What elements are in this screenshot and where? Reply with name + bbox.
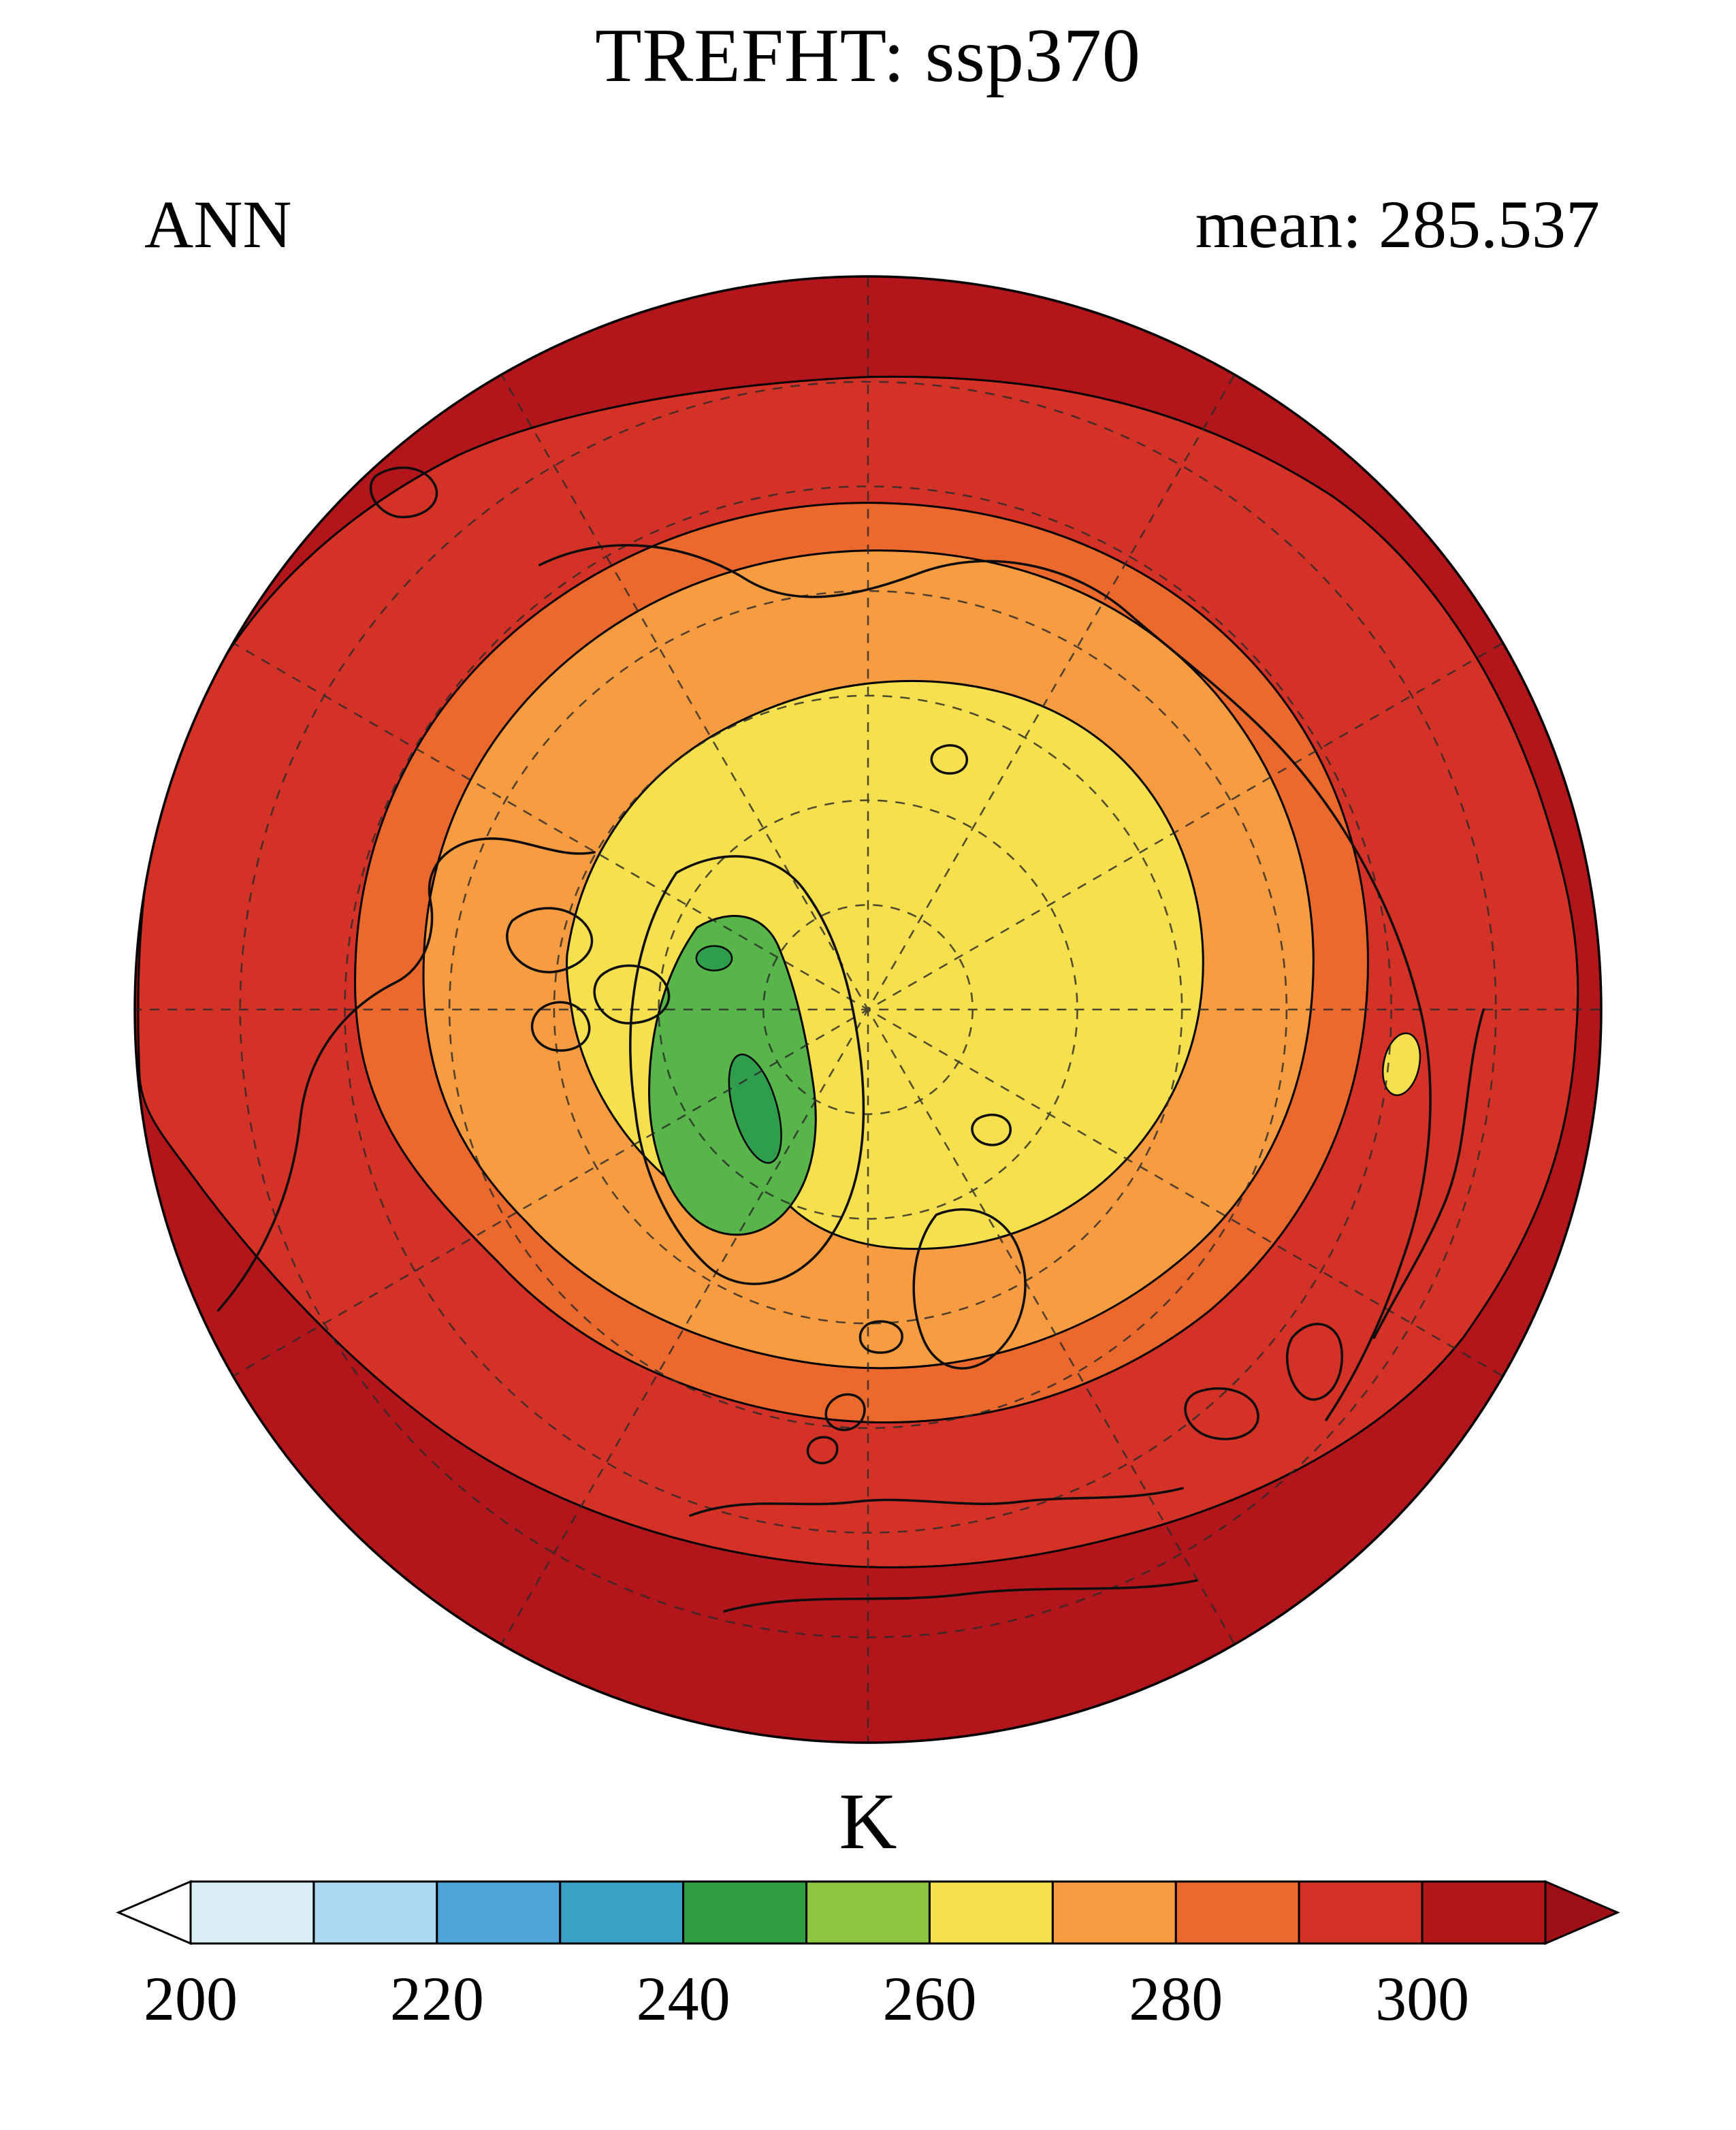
coastline-caspian-sea xyxy=(1285,1323,1344,1401)
latitude-circle-40n xyxy=(344,485,1392,1534)
polar-map-figure xyxy=(129,271,1607,1748)
colorbar-cell xyxy=(1174,1880,1300,1945)
coastline-british-isles xyxy=(806,1436,839,1465)
coastline-east-asia xyxy=(1372,1008,1485,1339)
colorbar-under-arrow xyxy=(116,1880,192,1946)
coastlines xyxy=(216,466,1485,1613)
colorbar-over-arrow xyxy=(1544,1880,1620,1946)
coastline-north-america xyxy=(216,837,596,1312)
polar-map xyxy=(133,275,1603,1744)
coastline-eurasia-arctic xyxy=(539,544,1432,1421)
colorbar-cell xyxy=(312,1880,438,1945)
colorbar-cell xyxy=(805,1880,931,1945)
colorbar-cell xyxy=(559,1880,685,1945)
graticule xyxy=(136,278,1600,1741)
colorbar-cell xyxy=(682,1880,808,1945)
colorbar-cell xyxy=(189,1880,315,1945)
colorbar-tick-label: 280 xyxy=(1129,1964,1223,2033)
coastline-north-africa xyxy=(723,1579,1197,1613)
colorbar-tick-label: 200 xyxy=(144,1964,238,2033)
coastline-canadian-archipelago xyxy=(506,907,594,973)
coastline-iceland xyxy=(858,1320,903,1354)
colorbar-tick-label: 220 xyxy=(390,1964,484,2033)
mean-value-label: mean: 285.537 xyxy=(1195,187,1600,262)
colorbar-tick-label: 240 xyxy=(637,1964,730,2033)
coastline-canadian-archipelago xyxy=(530,1001,591,1052)
coastline-black-sea xyxy=(1184,1387,1259,1440)
colorbar-cell xyxy=(928,1880,1054,1945)
colorbar-tick-label: 260 xyxy=(882,1964,976,2033)
coastline-chukotka xyxy=(369,466,438,519)
colorbar-svg: 200 220 240 260 280 300 xyxy=(116,1880,1620,2033)
colorbar-cell xyxy=(1421,1880,1547,1945)
latitude-circle-50n xyxy=(448,590,1288,1430)
subheader-row: ANN mean: 285.537 xyxy=(0,185,1736,267)
page-title: TREFHT: ssp370 xyxy=(595,14,1141,98)
coastline-siberian-islands xyxy=(930,744,969,775)
season-label: ANN xyxy=(144,187,292,262)
cold-spot-central-asia xyxy=(1382,1032,1421,1097)
coastline-greenland xyxy=(629,855,865,1285)
coastline-svalbard xyxy=(971,1113,1012,1146)
colorbar-cell xyxy=(1298,1880,1424,1945)
colorbar-tick-label: 300 xyxy=(1375,1964,1469,2033)
map-boundary xyxy=(133,275,1603,1744)
colorbar-cell xyxy=(436,1880,562,1945)
colorbar-cell xyxy=(1051,1880,1177,1945)
colorbar-unit-label: K xyxy=(839,1777,897,1866)
coastline-canadian-archipelago xyxy=(593,964,671,1024)
meridian-line xyxy=(501,375,1235,1644)
coastline-british-isles xyxy=(824,1393,866,1432)
coastline-mediterranean-north xyxy=(689,1487,1184,1517)
colorbar: 200 220 240 260 280 300 xyxy=(116,1880,1620,2033)
greenland-north-cold-spot xyxy=(695,945,733,971)
coastline-scandinavia xyxy=(912,1208,1027,1370)
